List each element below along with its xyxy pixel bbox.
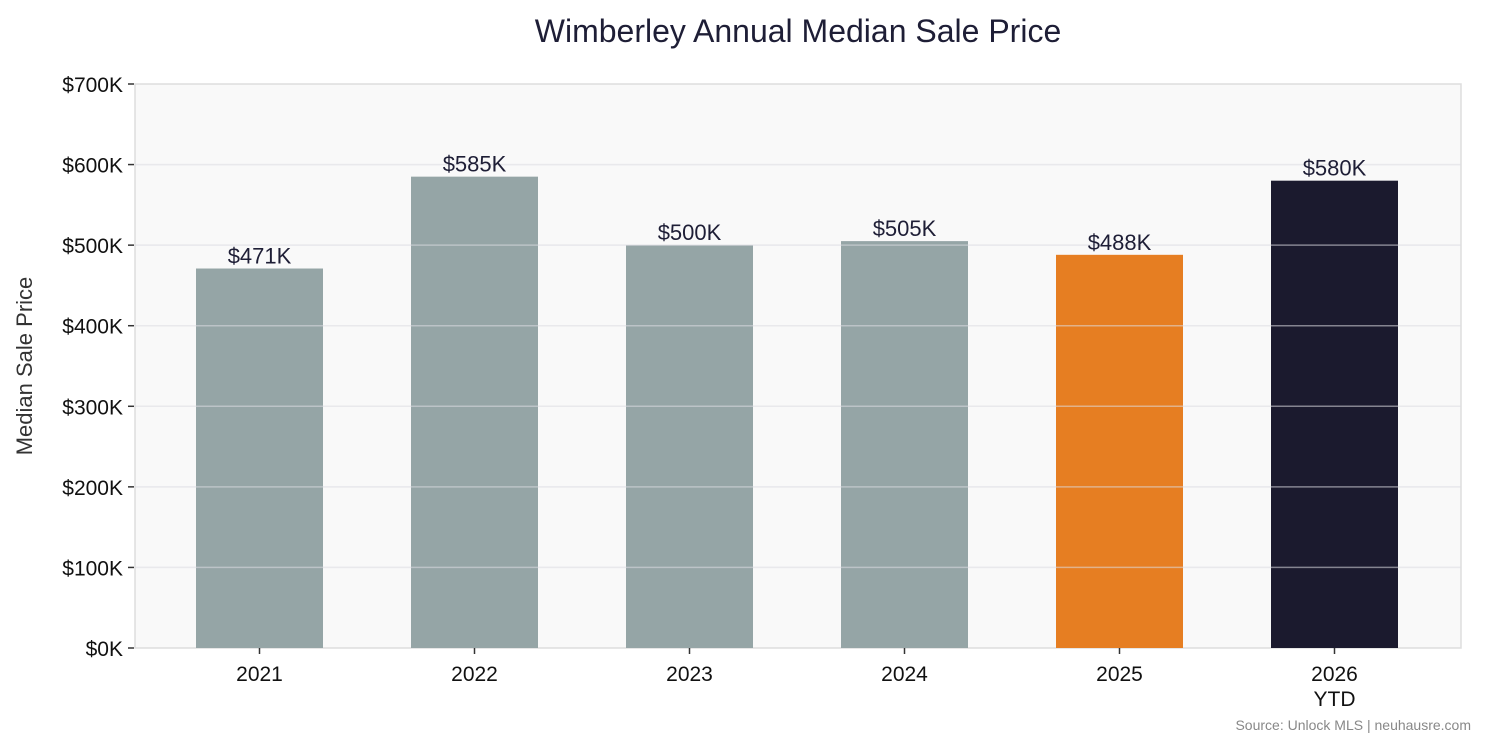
x-tick-label: 2026 [1311,663,1358,686]
y-tick-label: $100K [62,557,123,580]
y-tick-label: $500K [62,235,123,258]
bar-4 [1056,254,1183,648]
y-tick-label: $400K [62,316,123,339]
x-tick-label: 2023 [666,663,713,686]
source-note: Source: Unlock MLS | neuhausre.com [1235,717,1471,733]
bar-2 [626,245,753,648]
data-label: $471K [228,244,292,269]
y-tick-label: $700K [62,74,123,97]
chart-title: Wimberley Annual Median Sale Price [535,13,1061,49]
bar-0 [196,268,323,648]
x-tick-label: 2021 [236,663,283,686]
x-tick-label: 2024 [881,663,928,686]
x-tick-label: YTD [1314,688,1356,711]
data-label: $505K [873,216,937,241]
y-tick-label: $600K [62,155,123,178]
plot-area [134,83,1462,649]
bar-1 [411,176,538,648]
data-label: $500K [658,220,722,245]
y-axis-label: Median Sale Price [12,277,37,456]
bar-5 [1271,180,1398,648]
data-label: $488K [1088,230,1152,255]
y-tick-label: $0K [86,638,123,661]
data-label: $585K [443,152,507,177]
y-tick-label: $300K [62,396,123,419]
bar-3 [841,241,968,648]
data-label: $580K [1303,156,1367,181]
x-tick-label: 2025 [1096,663,1143,686]
y-tick-label: $200K [62,477,123,500]
x-tick-label: 2022 [451,663,498,686]
